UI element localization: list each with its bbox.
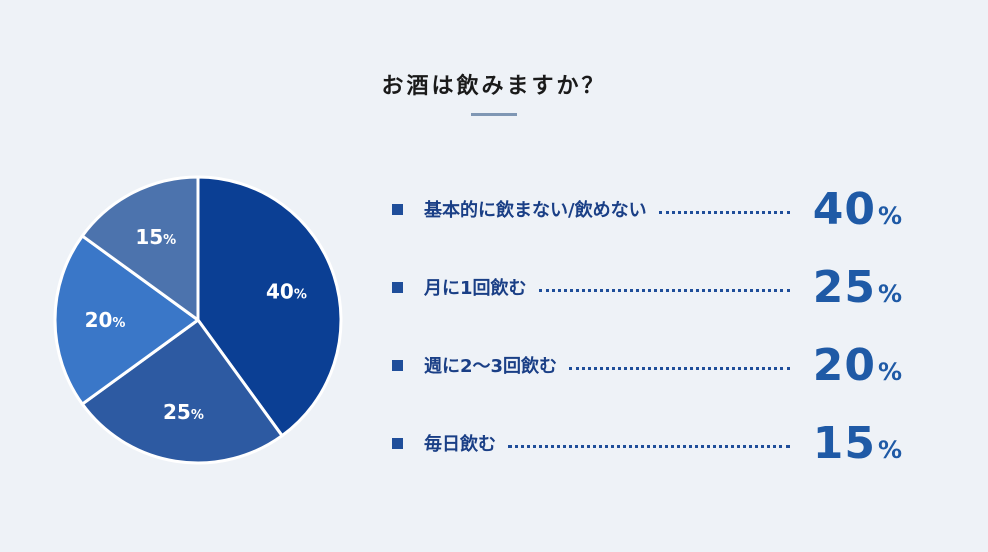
legend-item: 基本的に飲まない/飲めない 40% bbox=[392, 170, 902, 248]
slice-label-percent: % bbox=[191, 408, 204, 423]
slice-label: 15% bbox=[135, 225, 176, 249]
chart-title: お酒は飲みますか？ bbox=[381, 74, 607, 99]
legend-item: 週に2〜3回飲む 20% bbox=[392, 326, 902, 404]
leader-dots bbox=[538, 288, 790, 292]
legend-marker bbox=[392, 281, 403, 293]
slice-label-percent: % bbox=[112, 316, 125, 331]
leader-dots bbox=[658, 210, 790, 214]
leader-dots bbox=[569, 366, 790, 370]
legend-value-number: 25 bbox=[812, 261, 876, 313]
legend-value-number: 40 bbox=[812, 183, 876, 235]
legend-item: 月に1回飲む 25% bbox=[392, 248, 902, 326]
pie-slice bbox=[53, 234, 200, 406]
legend-label: 基本的に飲まない/飲めない bbox=[424, 200, 647, 221]
legend-value: 25% bbox=[804, 262, 902, 313]
legend-label: 週に2〜3回飲む bbox=[424, 356, 558, 377]
slice-label-value: 40 bbox=[266, 279, 294, 303]
slice-label-percent: % bbox=[163, 233, 176, 248]
legend-value: 40% bbox=[804, 184, 902, 235]
legend-item: 毎日飲む 15% bbox=[392, 404, 902, 482]
legend: 基本的に飲まない/飲めない 40% 月に1回飲む 25% 週に2〜3回飲む 20… bbox=[392, 170, 902, 482]
slice-label-value: 25 bbox=[163, 400, 191, 424]
slice-label-percent: % bbox=[294, 287, 307, 302]
legend-marker bbox=[392, 359, 403, 371]
slice-label: 20% bbox=[85, 308, 126, 332]
pie-slice bbox=[80, 318, 284, 465]
slice-label-value: 15 bbox=[135, 225, 163, 249]
legend-marker bbox=[392, 437, 403, 449]
legend-value: 20% bbox=[804, 340, 902, 391]
percent-sign: % bbox=[877, 201, 902, 230]
title-underline bbox=[471, 113, 517, 116]
legend-value: 15% bbox=[804, 418, 902, 469]
percent-sign: % bbox=[877, 357, 902, 386]
percent-sign: % bbox=[877, 435, 902, 464]
slice-label: 40% bbox=[266, 279, 307, 303]
legend-label: 月に1回飲む bbox=[424, 278, 527, 299]
legend-label: 毎日飲む bbox=[424, 434, 496, 455]
pie-slice bbox=[80, 175, 200, 322]
legend-marker bbox=[392, 203, 403, 215]
slice-label: 25% bbox=[163, 400, 204, 424]
legend-value-number: 20 bbox=[812, 339, 876, 391]
leader-dots bbox=[508, 444, 790, 448]
pie-slice bbox=[196, 175, 343, 438]
slice-label-value: 20 bbox=[85, 308, 113, 332]
percent-sign: % bbox=[877, 279, 902, 308]
legend-value-number: 15 bbox=[812, 417, 876, 469]
